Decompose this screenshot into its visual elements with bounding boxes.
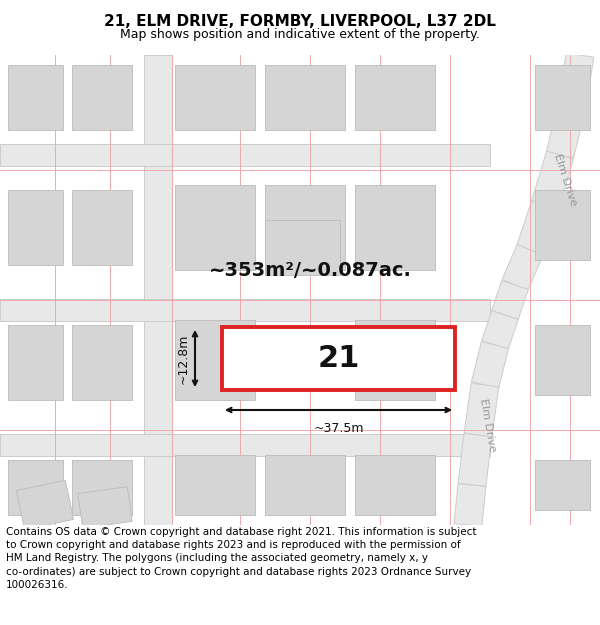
Bar — [175, 455, 255, 515]
Polygon shape — [458, 433, 492, 487]
Polygon shape — [0, 299, 490, 321]
Polygon shape — [472, 342, 509, 388]
Bar — [72, 325, 132, 400]
Bar — [535, 190, 590, 260]
Polygon shape — [0, 434, 490, 456]
Polygon shape — [144, 55, 172, 525]
Text: Map shows position and indicative extent of the property.: Map shows position and indicative extent… — [120, 28, 480, 41]
Polygon shape — [0, 144, 490, 166]
Bar — [8, 65, 63, 130]
Bar — [8, 460, 63, 515]
Bar — [265, 220, 340, 275]
Text: 21: 21 — [317, 344, 359, 373]
Text: Elm Drive: Elm Drive — [552, 152, 578, 208]
Text: ~12.8m: ~12.8m — [177, 333, 190, 384]
Bar — [8, 325, 63, 400]
Polygon shape — [517, 201, 558, 254]
Bar — [222, 327, 455, 390]
Bar — [355, 65, 435, 130]
Text: ~353m²/~0.087ac.: ~353m²/~0.087ac. — [209, 261, 412, 279]
Bar — [355, 320, 435, 400]
Polygon shape — [502, 244, 543, 291]
Bar — [535, 65, 590, 130]
Polygon shape — [492, 281, 528, 319]
Polygon shape — [454, 484, 486, 526]
Polygon shape — [482, 311, 518, 349]
Bar — [265, 185, 345, 270]
Polygon shape — [547, 102, 586, 158]
Bar — [8, 190, 63, 265]
Bar — [535, 460, 590, 510]
Text: Contains OS data © Crown copyright and database right 2021. This information is : Contains OS data © Crown copyright and d… — [6, 527, 476, 590]
Text: ~37.5m: ~37.5m — [313, 422, 364, 435]
Bar — [72, 65, 132, 130]
Polygon shape — [532, 151, 574, 209]
Bar — [355, 185, 435, 270]
Bar — [175, 185, 255, 270]
Polygon shape — [558, 52, 594, 107]
Bar — [265, 65, 345, 130]
Text: 21, ELM DRIVE, FORMBY, LIVERPOOL, L37 2DL: 21, ELM DRIVE, FORMBY, LIVERPOOL, L37 2D… — [104, 14, 496, 29]
Bar — [72, 460, 132, 515]
Bar — [265, 455, 345, 515]
Bar — [175, 320, 255, 400]
Bar — [72, 190, 132, 265]
Polygon shape — [16, 480, 74, 530]
Polygon shape — [464, 383, 499, 437]
Bar — [535, 325, 590, 395]
Bar — [355, 455, 435, 515]
Polygon shape — [78, 487, 132, 528]
Text: Elm Drive: Elm Drive — [478, 398, 497, 452]
Bar — [175, 65, 255, 130]
